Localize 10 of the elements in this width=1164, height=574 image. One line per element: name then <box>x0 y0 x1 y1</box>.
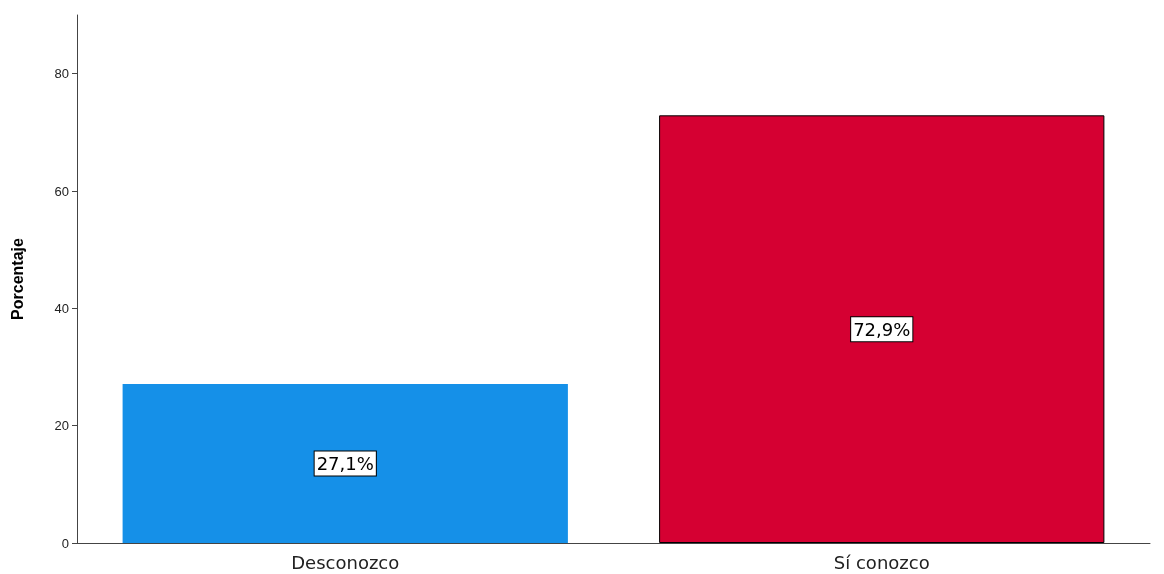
x-tick-label: Sí conozco <box>833 551 930 573</box>
y-tick-label: 60 <box>54 183 69 199</box>
y-tick-label: 20 <box>54 418 69 434</box>
y-tick-label: 40 <box>54 300 69 316</box>
y-tick-label: 80 <box>54 66 69 82</box>
data-label: 27,1% <box>316 453 374 475</box>
y-tick-label: 0 <box>61 535 69 551</box>
y-axis-title: Porcentaje <box>8 237 26 320</box>
x-tick-label: Desconozco <box>291 551 400 573</box>
data-label: 72,9% <box>853 318 911 340</box>
